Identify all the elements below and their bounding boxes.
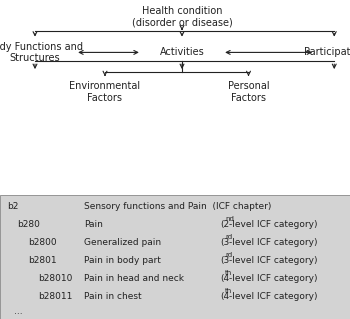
Text: Pain in head and neck: Pain in head and neck	[84, 274, 184, 283]
Text: Activities: Activities	[160, 48, 204, 57]
Text: Health condition
(disorder or disease): Health condition (disorder or disease)	[132, 6, 232, 28]
Text: th: th	[225, 288, 232, 294]
Text: Body Functions and
Structures: Body Functions and Structures	[0, 41, 83, 63]
Text: b28011: b28011	[38, 292, 73, 300]
Text: ...: ...	[14, 307, 23, 316]
Text: -level ICF category): -level ICF category)	[230, 274, 318, 283]
Text: b28010: b28010	[38, 274, 73, 283]
Text: Generalized pain: Generalized pain	[84, 238, 161, 247]
Text: Participation: Participation	[303, 48, 350, 57]
FancyBboxPatch shape	[0, 195, 350, 319]
Text: Personal
Factors: Personal Factors	[228, 81, 269, 103]
Text: Pain in body part: Pain in body part	[84, 256, 161, 265]
Text: (2: (2	[220, 220, 230, 229]
Text: b2: b2	[7, 202, 18, 211]
Text: -level ICF category): -level ICF category)	[230, 220, 318, 229]
Text: rd: rd	[225, 252, 232, 258]
Text: (4: (4	[220, 292, 230, 300]
Text: -level ICF category): -level ICF category)	[230, 292, 318, 300]
Text: (3: (3	[220, 256, 230, 265]
Text: rd: rd	[225, 234, 232, 240]
Text: (4: (4	[220, 274, 230, 283]
Text: Pain: Pain	[84, 220, 103, 229]
Text: nd: nd	[225, 217, 234, 222]
Text: Pain in chest: Pain in chest	[84, 292, 142, 300]
Text: Environmental
Factors: Environmental Factors	[69, 81, 141, 103]
Text: b280: b280	[18, 220, 40, 229]
Text: b2800: b2800	[28, 238, 57, 247]
Text: -level ICF category): -level ICF category)	[230, 238, 318, 247]
Text: Sensory functions and Pain  (ICF chapter): Sensory functions and Pain (ICF chapter)	[84, 202, 271, 211]
Text: (3: (3	[220, 238, 230, 247]
Text: th: th	[225, 270, 232, 276]
Text: b2801: b2801	[28, 256, 57, 265]
Text: -level ICF category): -level ICF category)	[230, 256, 318, 265]
